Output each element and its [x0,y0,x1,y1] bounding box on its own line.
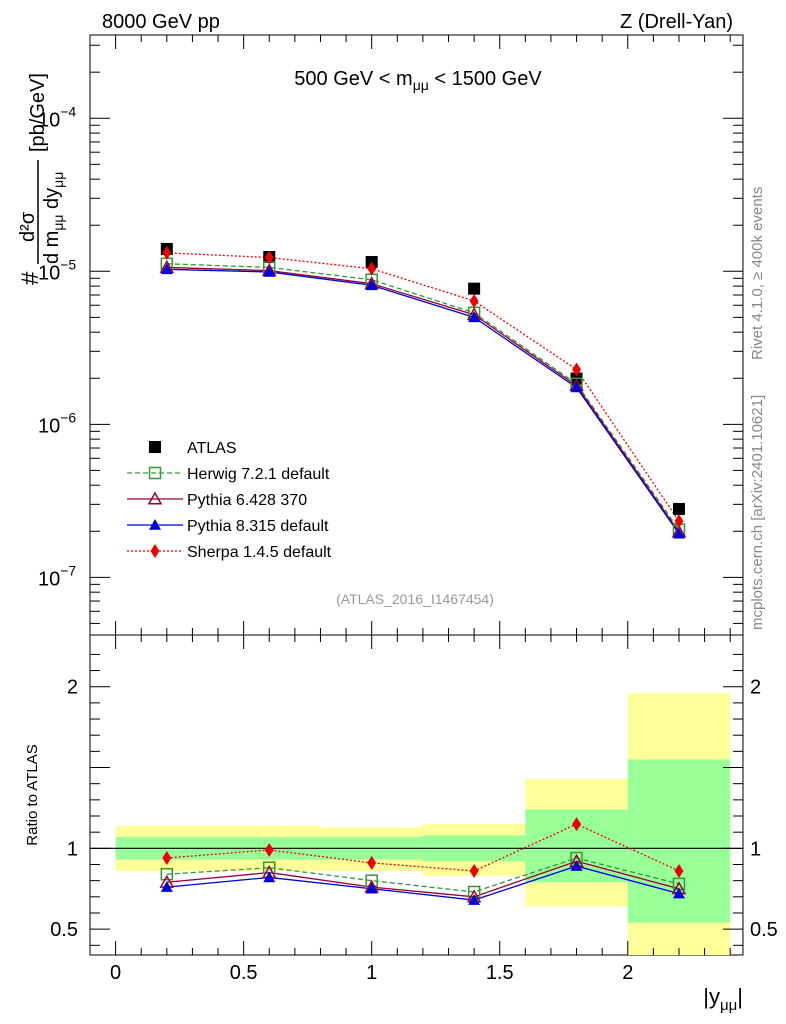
ratio-uncertainty-bands [115,693,731,955]
pythia6-line [166,860,680,898]
pythia6-point [147,491,163,505]
sherpa-line [166,823,680,872]
ratio-y-axis-label: Ratio to ATLAS [24,744,41,845]
sherpa-point [572,817,582,832]
sherpa-point [572,362,582,377]
main-y-axis-label: # d²σ d mμμ dyμμ [pb/GeV] [17,73,66,285]
herwig-line [166,263,680,531]
herwig-line [166,857,680,893]
svg-text:d mμμ dyμμ: d mμμ dyμμ [41,172,66,264]
mcplots-source-label: mcplots.cern.ch [arXiv:2401.10621] [749,395,766,630]
legend-label-herwig: Herwig 7.2.1 default [187,466,330,483]
x-tick-label: 2 [622,962,633,984]
pythia8-point [263,871,276,883]
pythia8-line [166,268,680,535]
atlas-point [672,502,685,515]
main-y-tick-label: 10−4 [38,103,76,131]
legend: ATLAS Herwig 7.2.1 default Pythia 6.428 37… [127,440,332,561]
pythia8-point [468,311,481,323]
ratio-plot-frame [89,634,744,956]
ratio-y-tick-label: 2 [750,677,761,699]
legend-label-pythia8: Pythia 8.315 default [187,518,329,535]
ratio-series-layer [159,817,687,905]
pythia8-point [263,265,276,277]
x-tick-label: 0 [110,962,121,984]
legend-label-atlas: ATLAS [187,440,237,457]
sherpa-point [674,514,684,529]
main-series-layer [159,242,687,539]
axes-ticks: 0 0.5 1 1.5 2 10−7 10−6 10−5 10−4 0.5 0.5 1 1 2 2 [38,35,778,984]
main-y-tick-label: 10−7 [38,562,76,590]
main-y-tick-label: 10−6 [38,409,76,437]
legend-label-sherpa: Sherpa 1.4.5 default [187,544,332,561]
collision-energy-label: 8000 GeV pp [102,11,220,33]
pythia8-point [672,527,685,539]
ratio-y-tick-label: 1 [67,838,78,860]
herwig-point [160,867,174,881]
pythia8-point [672,887,685,899]
svg-text:d²σ: d²σ [17,211,39,242]
pythia8-point [570,381,583,393]
pythia8-point [468,894,481,905]
ratio-y-tick-label: 2 [67,677,78,699]
sherpa-point [367,855,377,870]
legend-label-pythia6: Pythia 6.428 370 [187,492,307,509]
sherpa-point [150,544,160,558]
sherpa-point [264,250,274,265]
sherpa-point [264,842,274,857]
ratio-y-tick-label: 1 [750,838,761,860]
x-tick-label: 1.5 [486,962,514,984]
pythia8-point [570,860,583,871]
main-plot-title: 500 GeV < mμμ < 1500 GeV [294,68,542,93]
sherpa-point [162,245,172,260]
atlas-point [149,441,161,453]
x-tick-label: 1 [366,962,377,984]
sherpa-point [674,863,684,878]
svg-text:[pb/GeV]: [pb/GeV] [27,73,49,152]
pythia8-line [166,865,680,901]
sherpa-point [469,863,479,878]
sherpa-point [367,261,377,276]
pythia8-point [160,263,173,275]
pythia8-point [365,882,378,894]
sherpa-point [162,851,172,866]
rivet-version-label: Rivet 4.1.0, ≥ 400k events [749,187,766,360]
ratio-y-tick-label: 0.5 [750,919,778,941]
pythia8-point [365,279,378,291]
svg-text:#: # [17,271,44,285]
ratio-y-tick-label: 0.5 [50,919,78,941]
atlas-point [468,282,481,295]
x-tick-label: 0.5 [230,962,258,984]
process-label: Z (Drell-Yan) [620,11,733,33]
sherpa-point [469,293,479,308]
pythia6-line [166,266,680,533]
x-axis-label: |yμμ| [703,984,743,1014]
pythia8-point [149,519,161,530]
analysis-id-watermark: (ATLAS_2016_I1467454) [336,591,494,607]
sherpa-line [166,252,680,522]
herwig-point [148,466,162,480]
pythia8-point [160,881,173,892]
main-y-tick-label: 10−5 [38,256,76,284]
